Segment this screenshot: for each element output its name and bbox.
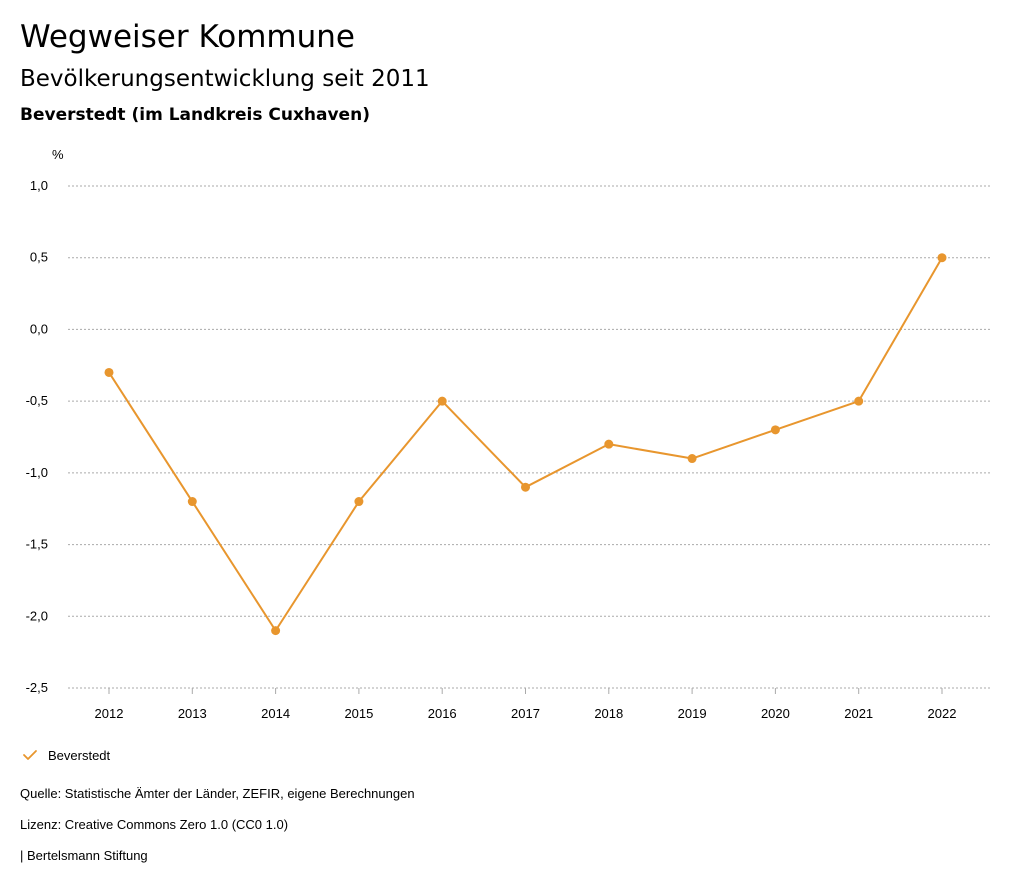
- check-icon: [23, 750, 37, 760]
- x-tick-label: 2020: [761, 706, 790, 721]
- data-point[interactable]: [271, 626, 281, 636]
- data-point[interactable]: [687, 454, 697, 464]
- page-title: Wegweiser Kommune: [20, 19, 355, 55]
- x-tick-label: 2018: [594, 706, 623, 721]
- license-note: Lizenz: Creative Commons Zero 1.0 (CC0 1…: [20, 817, 289, 832]
- region-name: Beverstedt (im Landkreis Cuxhaven): [20, 105, 370, 125]
- data-point[interactable]: [937, 253, 947, 263]
- chart-legend[interactable]: Beverstedt: [22, 744, 110, 766]
- data-point[interactable]: [854, 396, 864, 406]
- y-tick-label: -0,5: [26, 393, 48, 408]
- data-point[interactable]: [770, 425, 780, 435]
- series-line: [108, 257, 943, 632]
- grid-lines: [68, 185, 990, 689]
- x-tick-label: 2013: [178, 706, 207, 721]
- x-tick-label: 2016: [428, 706, 457, 721]
- x-tick-label: 2015: [344, 706, 373, 721]
- y-axis-ticks: 1,0 0,5 0,0 -0,5 -1,0 -1,5 -2,0 -2,5: [26, 178, 48, 695]
- publisher-note: | Bertelsmann Stiftung: [20, 848, 148, 863]
- y-tick-label: -1,5: [26, 537, 48, 552]
- x-tick-label: 2022: [928, 706, 957, 721]
- data-point[interactable]: [354, 497, 364, 507]
- data-point[interactable]: [187, 497, 197, 507]
- y-tick-label: 1,0: [30, 178, 48, 193]
- y-tick-label: -1,0: [26, 465, 48, 480]
- data-point[interactable]: [521, 482, 530, 492]
- y-axis-unit-label: %: [52, 147, 64, 162]
- series-beverstedt: [104, 253, 947, 636]
- y-tick-label: 0,5: [30, 250, 48, 265]
- x-tick-label: 2021: [844, 706, 873, 721]
- data-point[interactable]: [104, 367, 114, 377]
- y-tick-label: -2,0: [26, 608, 48, 623]
- data-point[interactable]: [604, 439, 614, 449]
- y-tick-label: 0,0: [30, 321, 48, 336]
- x-tick-label: 2019: [678, 706, 707, 721]
- line-chart: 1,00,50,0-0,5-1,0-1,5-2,0-2,5 2012 2013 20…: [26, 147, 990, 721]
- x-tick-label: 2014: [261, 706, 290, 721]
- legend-label: Beverstedt: [48, 747, 111, 763]
- data-point[interactable]: [437, 396, 447, 406]
- x-tick-label: 2017: [511, 706, 540, 721]
- chart-subtitle: Bevölkerungsentwicklung seit 2011: [20, 66, 430, 92]
- x-tick-label: 2012: [95, 706, 124, 721]
- source-note: Quelle: Statistische Ämter der Länder, Z…: [20, 786, 415, 801]
- y-tick-label: -2,5: [26, 680, 48, 695]
- x-axis-ticks: 2012 2013 2014 2015 2016 2017 2018 2019 2020 2021…: [95, 688, 957, 721]
